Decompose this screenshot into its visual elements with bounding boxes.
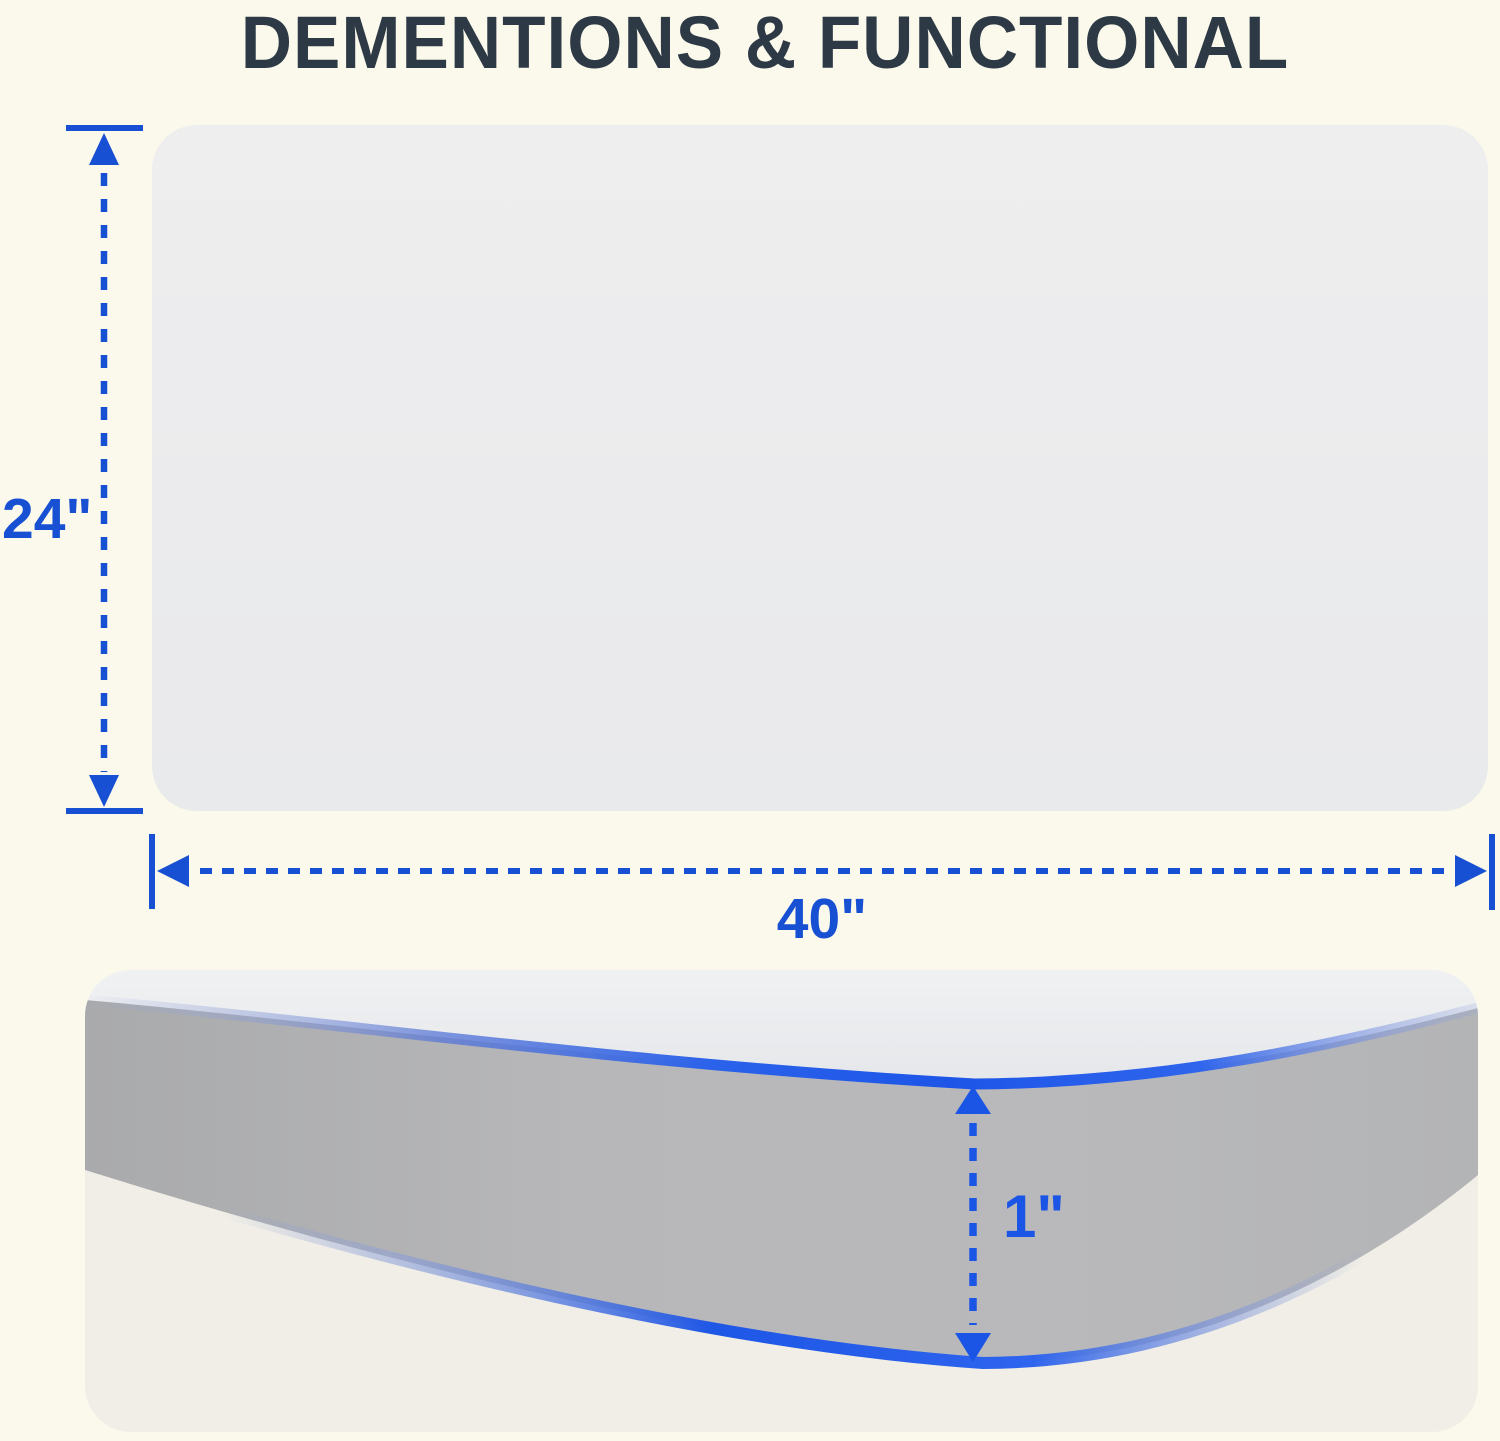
- width-dimension-indicator: [149, 834, 1495, 910]
- width-dimension-label: 40": [776, 887, 868, 951]
- top-edge-blue-line: [85, 994, 1478, 1090]
- down-arrowhead-icon: [89, 775, 119, 807]
- mat-top-view: [152, 125, 1488, 811]
- thickness-dimension-label: 1": [1003, 1183, 1065, 1250]
- height-dimension-label: 24": [2, 487, 93, 551]
- right-arrowhead-icon: [1455, 855, 1487, 887]
- page-title: DEMENTIONS & FUNCTIONAL: [240, 2, 1290, 85]
- mat-side-view: 1": [85, 970, 1478, 1432]
- cross-section-graphic: [85, 970, 1478, 1432]
- mat-thickness-band: [85, 1000, 1478, 1363]
- down-arrowhead-icon: [955, 1333, 991, 1362]
- thickness-dimension-indicator: [955, 1086, 991, 1362]
- bottom-edge-blue-line: [85, 1164, 1478, 1370]
- left-arrowhead-icon: [157, 855, 189, 887]
- height-dimension-indicator: [66, 125, 143, 814]
- up-arrowhead-icon: [955, 1086, 991, 1114]
- up-arrowhead-icon: [89, 133, 119, 165]
- mat-top-surface-area: [85, 970, 1478, 1084]
